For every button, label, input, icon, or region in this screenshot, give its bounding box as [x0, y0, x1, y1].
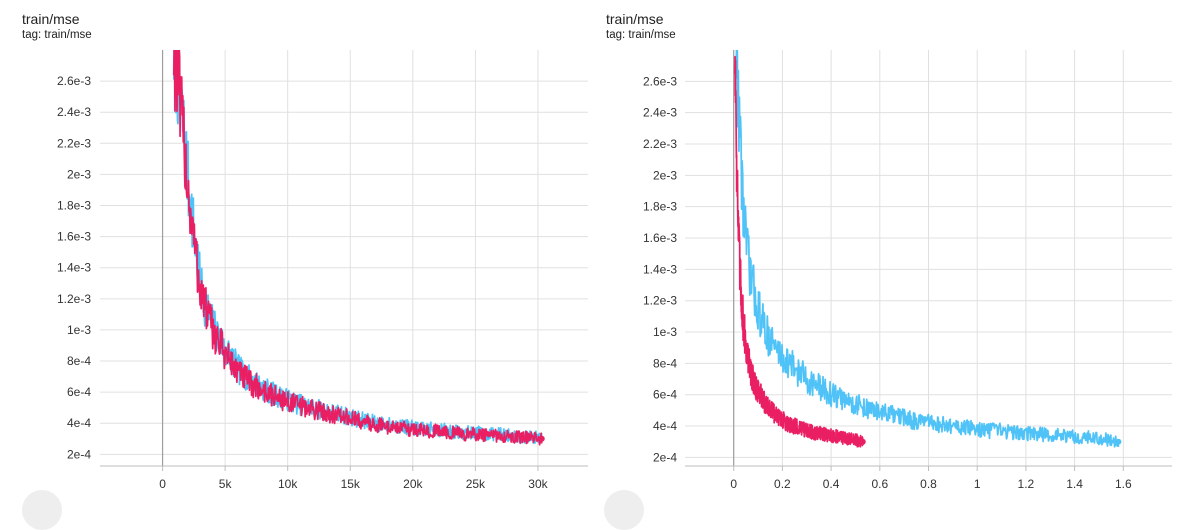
y-tick-label: 2.6e-3: [643, 74, 677, 88]
line-chart-left[interactable]: 2e-4 4e-4 6e-4 8e-4 1e-3 1.2e-3 1.4e-3 1.6e-3 1.…: [0, 0, 600, 500]
y-tick-label: 1.4e-3: [643, 262, 677, 276]
series-shadow: [172, 50, 543, 446]
y-tick-label: 6e-4: [653, 388, 677, 402]
y-tick-label: 1.2e-3: [643, 294, 677, 308]
panel-title: train/mse: [22, 11, 80, 27]
series-line[interactable]: [734, 55, 864, 448]
y-tick-label: 2.4e-3: [643, 106, 677, 120]
y-tick-label: 8e-4: [67, 354, 91, 368]
x-tick-label: 1.2: [1018, 477, 1035, 491]
x-tick-label: 0.4: [823, 477, 840, 491]
y-tick-label: 2e-3: [67, 167, 91, 181]
y-tick-label: 4e-4: [653, 419, 677, 433]
y-tick-label: 1e-3: [67, 323, 91, 337]
line-chart-right[interactable]: 2e-4 4e-4 6e-4 8e-4 1e-3 1.2e-3 1.4e-3 1.6e-3 1.…: [600, 0, 1200, 500]
series-end-point[interactable]: [859, 438, 866, 445]
x-tick-label: 30k: [528, 477, 548, 491]
y-tick-label: 2.2e-3: [643, 137, 677, 151]
x-tick-label: 25k: [466, 477, 486, 491]
y-tick-label: 1.4e-3: [57, 261, 91, 275]
series-end-point[interactable]: [538, 435, 545, 442]
fullscreen-button[interactable]: [22, 490, 62, 530]
y-tick-label: 1.8e-3: [643, 200, 677, 214]
y-tick-label: 4e-4: [67, 416, 91, 430]
panel-tag: tag: train/mse: [606, 29, 676, 41]
y-tick-label: 1.6e-3: [57, 230, 91, 244]
x-tick-label: 1: [974, 477, 981, 491]
y-tick-label: 8e-4: [653, 356, 677, 370]
x-tick-label: 0.2: [774, 477, 791, 491]
x-tick-label: 5k: [219, 477, 233, 491]
y-tick-label: 1.8e-3: [57, 199, 91, 213]
y-tick-label: 2e-4: [653, 450, 677, 464]
series-shadow: [735, 50, 1120, 448]
x-tick-label: 0: [159, 477, 166, 491]
y-tick-label: 2.4e-3: [57, 105, 91, 119]
y-tick-label: 1.6e-3: [643, 231, 677, 245]
y-tick-label: 6e-4: [67, 385, 91, 399]
series-line[interactable]: [735, 34, 1120, 448]
chart-panel-right: train/mse tag: train/mse 2e-4 4e-4 6e-4 8e-…: [600, 0, 1200, 530]
y-tick-label: 2.6e-3: [57, 74, 91, 88]
series-line[interactable]: [173, 31, 543, 446]
series-shadow: [172, 50, 543, 445]
series-line[interactable]: [173, 7, 543, 445]
series-end-point[interactable]: [1115, 438, 1122, 445]
x-tick-label: 1.6: [1115, 477, 1132, 491]
x-tick-label: 0.6: [871, 477, 888, 491]
y-tick-label: 2e-3: [653, 168, 677, 182]
x-tick-label: 0.8: [920, 477, 937, 491]
x-tick-label: 15k: [341, 477, 361, 491]
y-tick-label: 2e-4: [67, 447, 91, 461]
panel-tag: tag: train/mse: [22, 29, 92, 41]
x-tick-label: 0: [730, 477, 737, 491]
y-tick-label: 1e-3: [653, 325, 677, 339]
chart-panel-left: train/mse tag: train/mse 2e-4 4e-4 6e-4 8e-…: [0, 0, 600, 530]
y-tick-label: 2.2e-3: [57, 136, 91, 150]
panel-title: train/mse: [606, 11, 664, 27]
fullscreen-button[interactable]: [604, 490, 644, 530]
series-group: [733, 34, 1122, 448]
series-group: [172, 7, 545, 446]
x-tick-label: 1.4: [1066, 477, 1083, 491]
y-tick-label: 1.2e-3: [57, 292, 91, 306]
x-tick-label: 10k: [278, 477, 298, 491]
x-tick-label: 20k: [403, 477, 423, 491]
